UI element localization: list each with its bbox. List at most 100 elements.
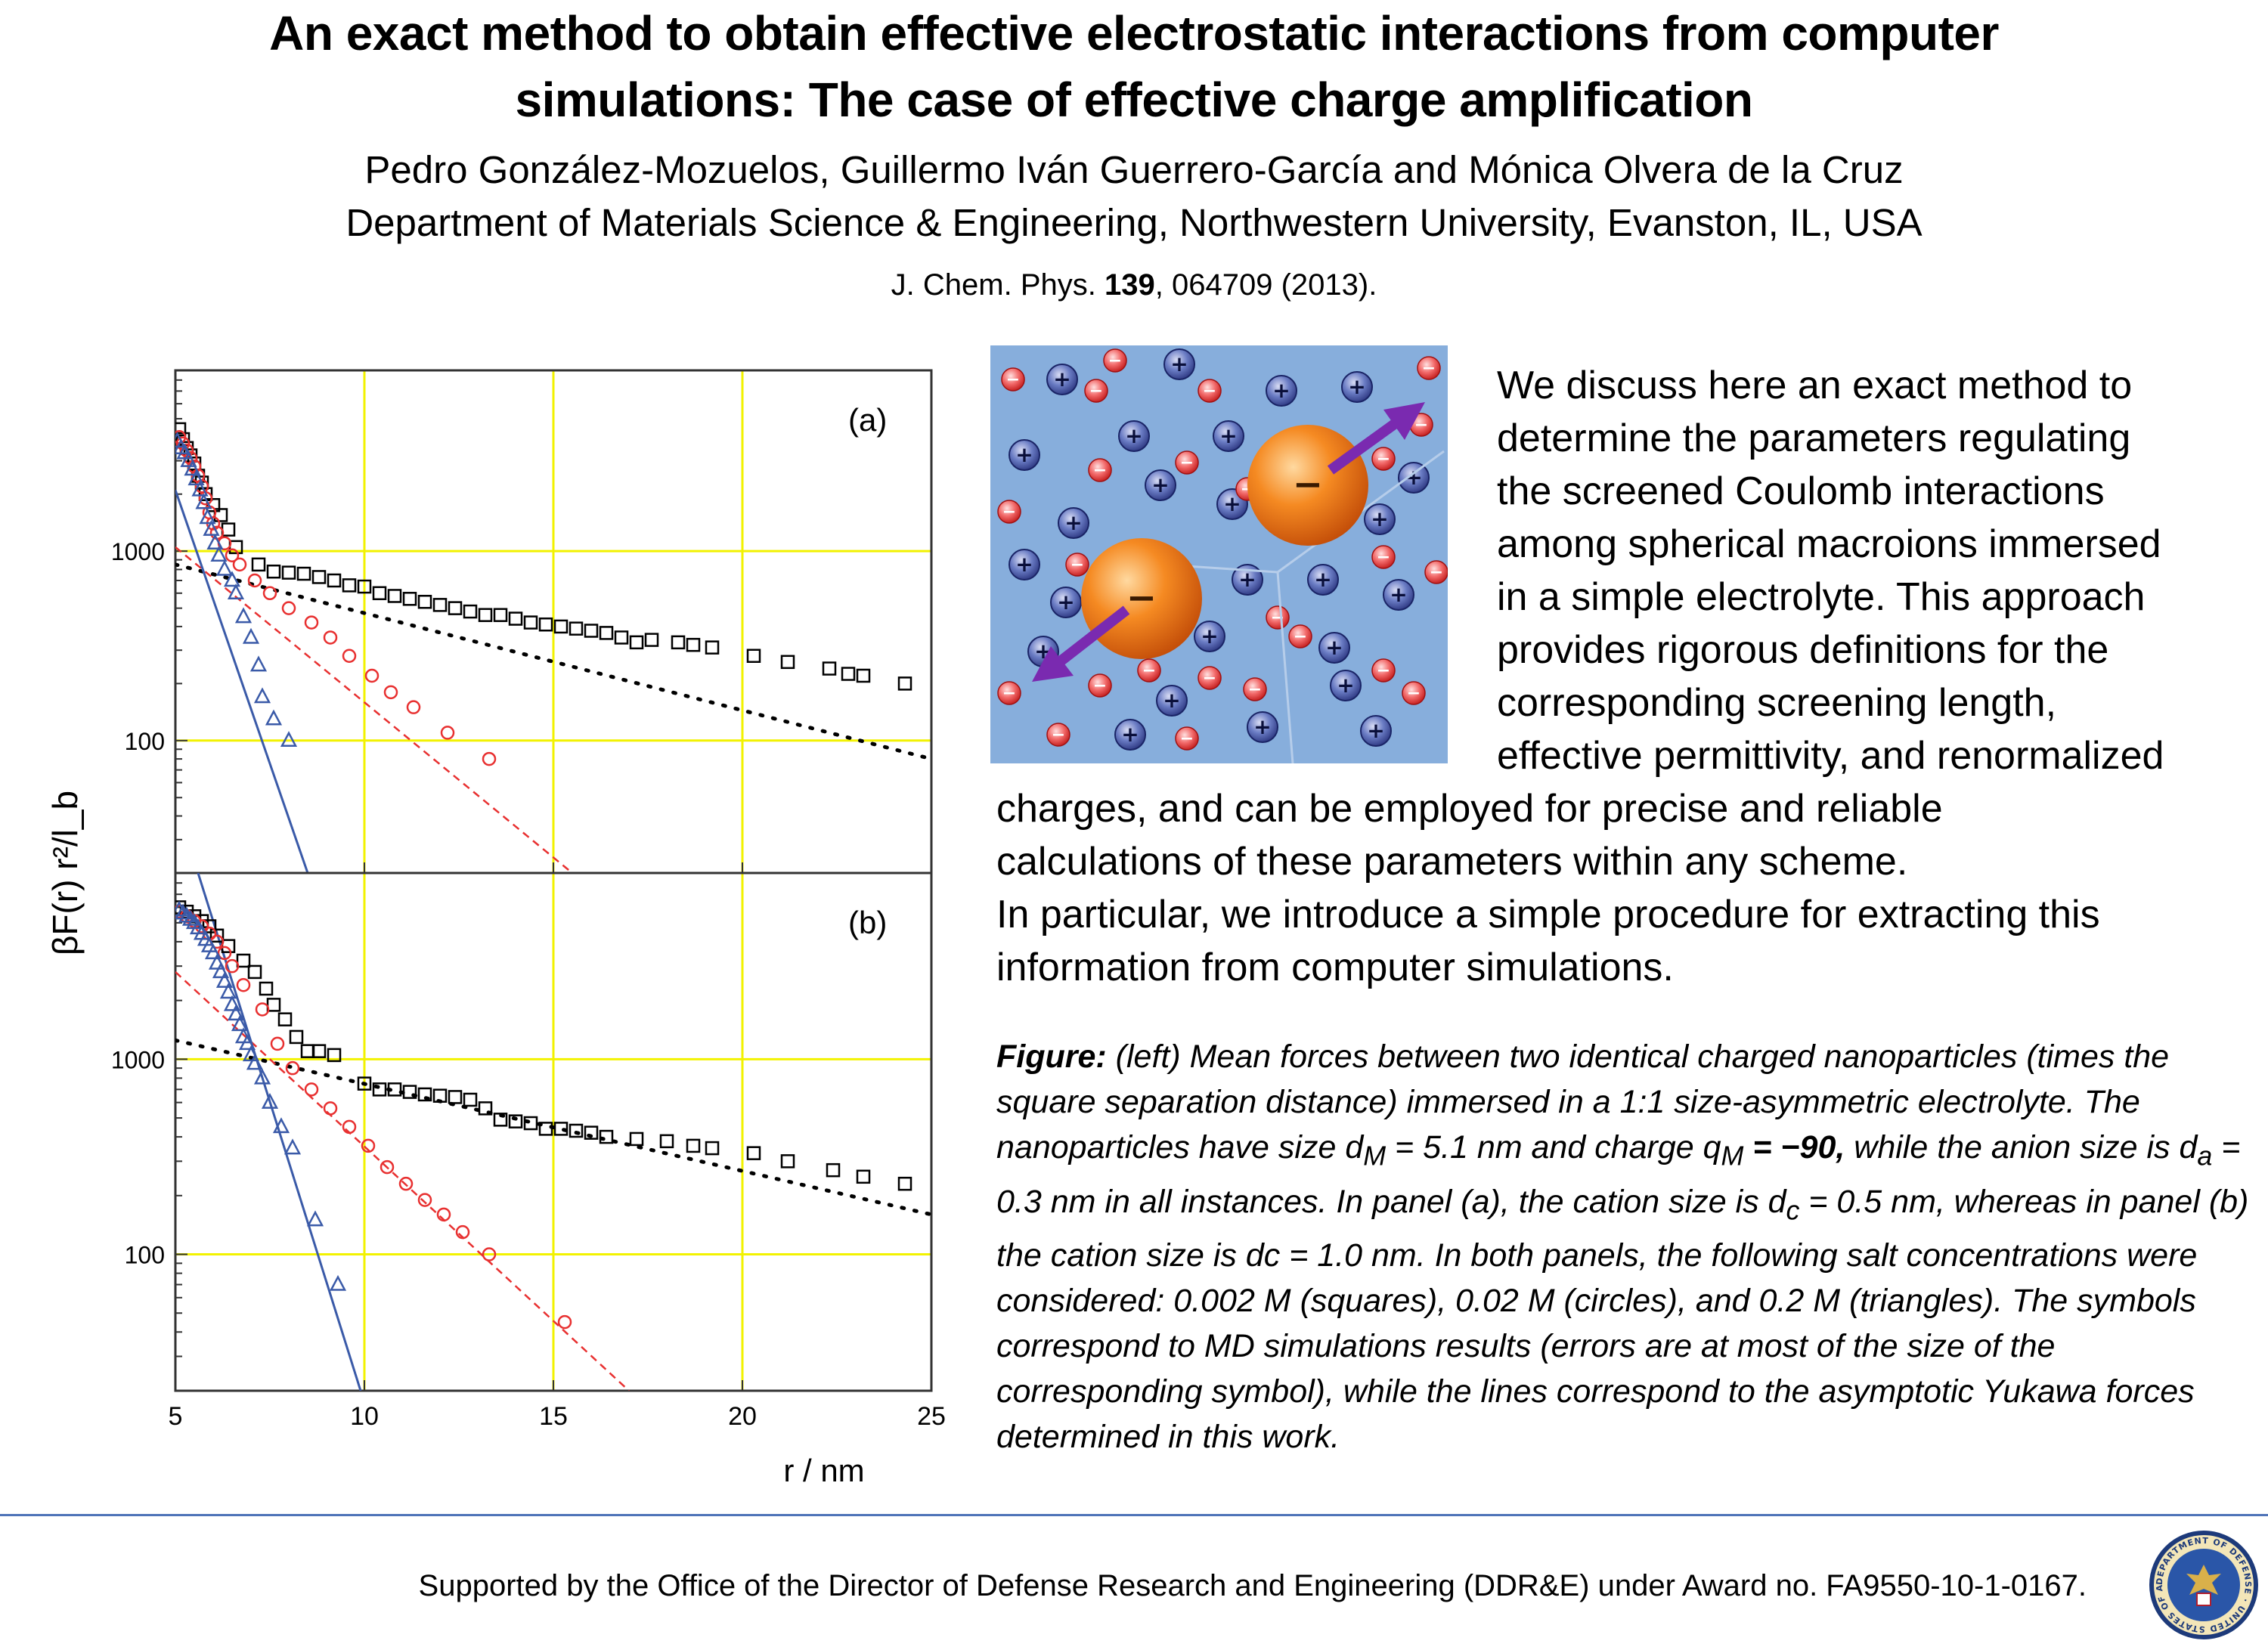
- data-point-circle: [455, 1224, 470, 1240]
- data-point-square: [841, 667, 856, 681]
- cation-symbol: +: [1238, 567, 1256, 592]
- anion-symbol: −: [1248, 680, 1262, 699]
- data-point-square: [599, 1129, 614, 1144]
- data-point-triangle: [223, 995, 241, 1011]
- cation: [1318, 632, 1350, 664]
- abstract-line: among spherical macroions immersed: [1497, 522, 2161, 566]
- anion: [1198, 379, 1222, 403]
- data-point-square: [780, 1154, 795, 1169]
- data-point-square: [327, 1048, 342, 1063]
- macroion-charge: −: [1293, 463, 1323, 506]
- citation: J. Chem. Phys. 139, 064709 (2013).: [0, 266, 2268, 304]
- macroion-illustration: +++ ++ ++++++++ ++ ++ ++++++ ++−−−−−−− −−−−− −−−…: [990, 345, 1448, 763]
- cation: [1114, 719, 1146, 751]
- data-point-square: [493, 608, 508, 622]
- abstract-line: effective permittivity, and renormalized: [1497, 734, 2164, 778]
- anion: [997, 681, 1021, 705]
- y-axis-label: βF(r) r²/l_b: [45, 791, 85, 955]
- data-point-circle: [232, 557, 247, 572]
- data-point-square: [202, 919, 217, 933]
- data-point-circle: [262, 586, 277, 601]
- cation: [1194, 621, 1225, 652]
- data-point-circle: [281, 601, 296, 615]
- cation-symbol: +: [1170, 351, 1188, 376]
- data-point-triangle: [265, 709, 283, 726]
- y-tick-label: 1000: [111, 1046, 165, 1073]
- anion-symbol: −: [1377, 548, 1390, 567]
- x-axis-label: r / nm: [783, 1453, 864, 1488]
- fit-line-dashed: [175, 970, 630, 1391]
- abstract-line: provides rigorous definitions for the: [1497, 628, 2109, 672]
- anion-symbol: −: [1430, 563, 1443, 582]
- abstract-line: charges, and can be employed for precise…: [996, 787, 1943, 831]
- title-line-1: An exact method to obtain effective elec…: [269, 6, 1999, 60]
- cation: [1398, 462, 1430, 494]
- caption-text: (left) Mean forces between two identical…: [996, 1039, 2170, 1166]
- cation-symbol: +: [1125, 423, 1142, 448]
- caption-text: = 0.3 nm in all instances. In panel (a),…: [996, 1129, 2241, 1220]
- data-point-triangle: [187, 469, 205, 486]
- caption-text: = 0.5 nm, whereas in panel (b) the catio…: [996, 1183, 2249, 1456]
- abstract-full: charges, and can be employed for precise…: [996, 782, 2100, 994]
- data-point-square: [644, 633, 659, 647]
- data-point-square: [705, 1141, 720, 1156]
- data-point-triangle: [253, 1068, 271, 1085]
- data-point-square: [822, 661, 837, 676]
- cation: [1009, 549, 1040, 580]
- data-point-circle: [383, 685, 398, 700]
- anion-symbol: −: [1407, 684, 1421, 703]
- data-point-square: [856, 1169, 871, 1184]
- anion-symbol: −: [1089, 382, 1103, 401]
- anion-symbol: −: [1070, 556, 1084, 574]
- caption-subscript: c: [1786, 1195, 1800, 1226]
- data-point-triangle: [175, 903, 192, 920]
- cell-boundary: [1276, 571, 1294, 763]
- data-point-triangle: [227, 1005, 245, 1021]
- data-point-square: [417, 1087, 432, 1102]
- data-point-circle: [364, 668, 380, 683]
- author-block: Pedro González-Mozuelos, Guillermo Iván …: [0, 144, 2268, 249]
- y-tick-label: 100: [125, 728, 165, 755]
- y-tick-label: 100: [125, 1242, 165, 1269]
- data-point-square: [259, 981, 274, 996]
- panel-label: (a): [848, 402, 887, 438]
- data-point-circle: [406, 700, 421, 714]
- fit-line-dotted: [175, 562, 931, 761]
- data-point-square: [569, 1123, 584, 1138]
- force-arrow: [1032, 605, 1130, 682]
- data-point-square: [432, 1088, 448, 1103]
- data-point-circle: [436, 1207, 451, 1222]
- abstract-line: the screened Coulomb interactions: [1497, 469, 2105, 513]
- cation-symbol: +: [1337, 673, 1354, 698]
- x-tick-label: 5: [169, 1402, 183, 1431]
- data-point-circle: [247, 573, 262, 588]
- cation-symbol: +: [1201, 624, 1218, 649]
- y-tick-label: 1000: [111, 538, 165, 565]
- data-point-circle: [398, 1176, 414, 1191]
- data-point-circle: [285, 1060, 300, 1076]
- cation: [1046, 364, 1078, 395]
- anion-symbol: −: [1093, 676, 1107, 695]
- data-point-square: [523, 1116, 538, 1131]
- anion: [1243, 677, 1267, 701]
- cation-symbol: +: [1121, 722, 1139, 747]
- anion: [1137, 658, 1161, 683]
- cation: [1163, 348, 1195, 380]
- cation-symbol: +: [1015, 552, 1033, 577]
- cation: [1145, 469, 1176, 501]
- data-point-square: [523, 615, 538, 630]
- data-point-square: [463, 604, 478, 619]
- data-point-square: [372, 586, 387, 601]
- data-point-triangle: [306, 1210, 324, 1227]
- data-point-triangle: [203, 519, 220, 536]
- data-point-square: [402, 592, 417, 606]
- x-tick-label: 25: [917, 1402, 946, 1431]
- cation-symbol: +: [1272, 378, 1290, 403]
- data-point-square: [478, 608, 493, 622]
- data-point-circle: [194, 479, 209, 494]
- force-chart: 100 1000 (a) 100 1000 (b) 5 10 15 20 25 r / nm βF(r)…: [45, 369, 946, 1488]
- data-point-triangle: [178, 906, 196, 923]
- data-point-square: [357, 579, 372, 594]
- funding-statement: Supported by the Office of the Director …: [418, 1569, 2087, 1602]
- cation: [1058, 507, 1089, 539]
